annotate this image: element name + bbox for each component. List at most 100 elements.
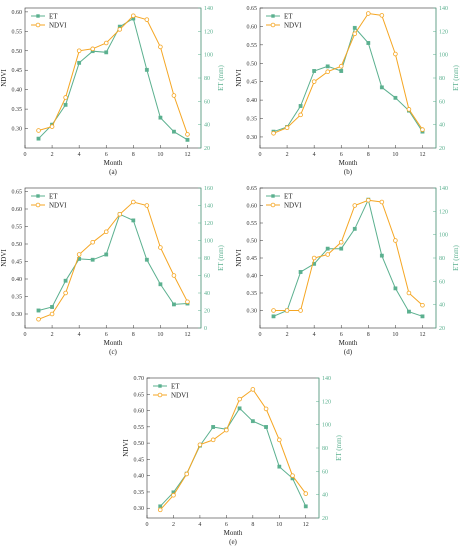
legend-marker-et	[36, 194, 40, 198]
data-point-et	[379, 85, 384, 90]
panel-label: (b)	[344, 168, 353, 176]
x-tick-label: 0	[259, 332, 262, 338]
data-point-ndvi	[103, 40, 109, 46]
legend-marker-et	[158, 384, 162, 388]
y2-tick-label: 120	[322, 399, 331, 405]
panel-label: (c)	[109, 348, 117, 356]
data-point-ndvi	[103, 229, 109, 235]
legend-marker-ndvi	[35, 202, 41, 208]
y2-tick-label: 40	[439, 303, 445, 309]
legend-label-et: ET	[49, 13, 58, 21]
y2-tick-label: 100	[439, 233, 448, 239]
chart-panel-e: 0 2 4 6 8 10 12 0.30 0.35 0.40 0.45 0.50 0.55 0.60 0.6…	[122, 376, 343, 546]
x-tick-label: 6	[340, 152, 343, 158]
data-point-ndvi	[311, 79, 317, 84]
y-tick-label: 0.35	[12, 107, 23, 113]
y-tick-label: 0.65	[134, 392, 145, 398]
y-tick-label: 0.45	[247, 80, 258, 86]
x-tick-label: 8	[251, 522, 254, 528]
x-tick-label: 4	[198, 522, 201, 528]
data-point-et	[264, 425, 268, 429]
data-point-ndvi	[271, 308, 276, 313]
y-tick-label: 0.60	[12, 207, 23, 213]
data-point-et	[420, 314, 425, 319]
legend-label-ndvi: NDVI	[49, 22, 67, 30]
data-point-ndvi	[366, 197, 371, 203]
x-tick-label: 0	[24, 332, 27, 338]
data-point-ndvi	[250, 387, 256, 392]
data-point-et	[271, 314, 276, 319]
y-tick-label: 0.45	[12, 260, 23, 266]
data-point-ndvi	[90, 46, 95, 52]
y2-tick-label: 140	[322, 376, 331, 382]
series-line-ndvi	[38, 15, 188, 135]
x-tick-label: 8	[132, 152, 135, 158]
data-point-ndvi	[197, 442, 203, 448]
x-tick-label: 2	[172, 522, 175, 528]
y2-tick-label: 80	[439, 76, 445, 82]
data-point-ndvi	[284, 125, 290, 131]
y2-tick-label: 20	[204, 146, 210, 152]
y2-tick-label: 140	[204, 204, 213, 210]
data-point-et	[379, 253, 384, 258]
panel-label: (e)	[229, 538, 237, 546]
x-tick-label: 10	[157, 332, 163, 338]
y2-axis-label: ET (mm)	[217, 64, 225, 90]
x-tick-label: 4	[78, 152, 81, 158]
legend-label-et: ET	[284, 13, 293, 21]
data-point-et	[63, 278, 68, 283]
data-point-et	[237, 406, 242, 411]
legend-marker-ndvi	[270, 22, 276, 28]
y-axis-label: NDVI	[0, 249, 8, 267]
x-tick-label: 8	[367, 152, 370, 158]
data-point-ndvi	[158, 245, 163, 250]
x-tick-label: 4	[313, 332, 316, 338]
y2-tick-label: 40	[204, 123, 210, 129]
data-point-et	[172, 129, 176, 134]
y-tick-label: 0.30	[12, 312, 23, 318]
legend-label-ndvi: NDVI	[284, 202, 302, 210]
y-axis-label: NDVI	[0, 69, 8, 87]
y-tick-label: 0.60	[247, 204, 258, 210]
data-point-et	[352, 25, 357, 30]
x-axis-label: Month	[224, 529, 243, 537]
data-point-et	[50, 305, 54, 309]
y2-tick-label: 160	[204, 186, 213, 192]
data-point-ndvi	[49, 311, 55, 317]
x-tick-label: 12	[419, 152, 425, 158]
x-tick-label: 8	[132, 332, 135, 338]
x-tick-label: 10	[392, 332, 398, 338]
y2-tick-label: 60	[204, 99, 210, 105]
data-point-ndvi	[325, 69, 330, 75]
x-axis-label: Month	[339, 159, 358, 167]
data-point-ndvi	[379, 13, 385, 18]
y-tick-label: 0.50	[134, 441, 145, 447]
x-tick-label: 12	[184, 152, 190, 158]
data-point-et	[325, 64, 330, 69]
y2-tick-label: 120	[204, 29, 213, 35]
x-tick-label: 0	[146, 522, 149, 528]
y2-tick-label: 60	[439, 99, 445, 105]
data-point-ndvi	[338, 63, 344, 69]
legend-marker-ndvi	[270, 202, 276, 208]
x-tick-label: 6	[105, 152, 108, 158]
y2-tick-label: 120	[204, 221, 213, 227]
data-point-ndvi	[420, 302, 425, 308]
y2-tick-label: 60	[204, 274, 210, 280]
y-tick-label: 0.55	[247, 221, 258, 227]
y-tick-label: 0.55	[12, 225, 23, 231]
data-point-ndvi	[352, 203, 358, 208]
x-tick-label: 0	[259, 152, 262, 158]
legend-marker-et	[36, 14, 40, 18]
y2-tick-label: 80	[204, 256, 210, 262]
chart-panel-a: 0 2 4 6 8 10 12 0.30 0.35 0.40 0.45 0.50 0.55 0.60 20 4…	[0, 6, 225, 176]
y-tick-label: 0.40	[247, 98, 258, 104]
y2-tick-label: 0	[204, 326, 207, 332]
data-point-ndvi	[144, 203, 150, 208]
x-tick-label: 10	[392, 152, 398, 158]
x-tick-label: 4	[78, 332, 81, 338]
y2-tick-label: 40	[204, 291, 210, 297]
x-tick-label: 8	[367, 332, 370, 338]
data-point-et	[144, 257, 149, 262]
